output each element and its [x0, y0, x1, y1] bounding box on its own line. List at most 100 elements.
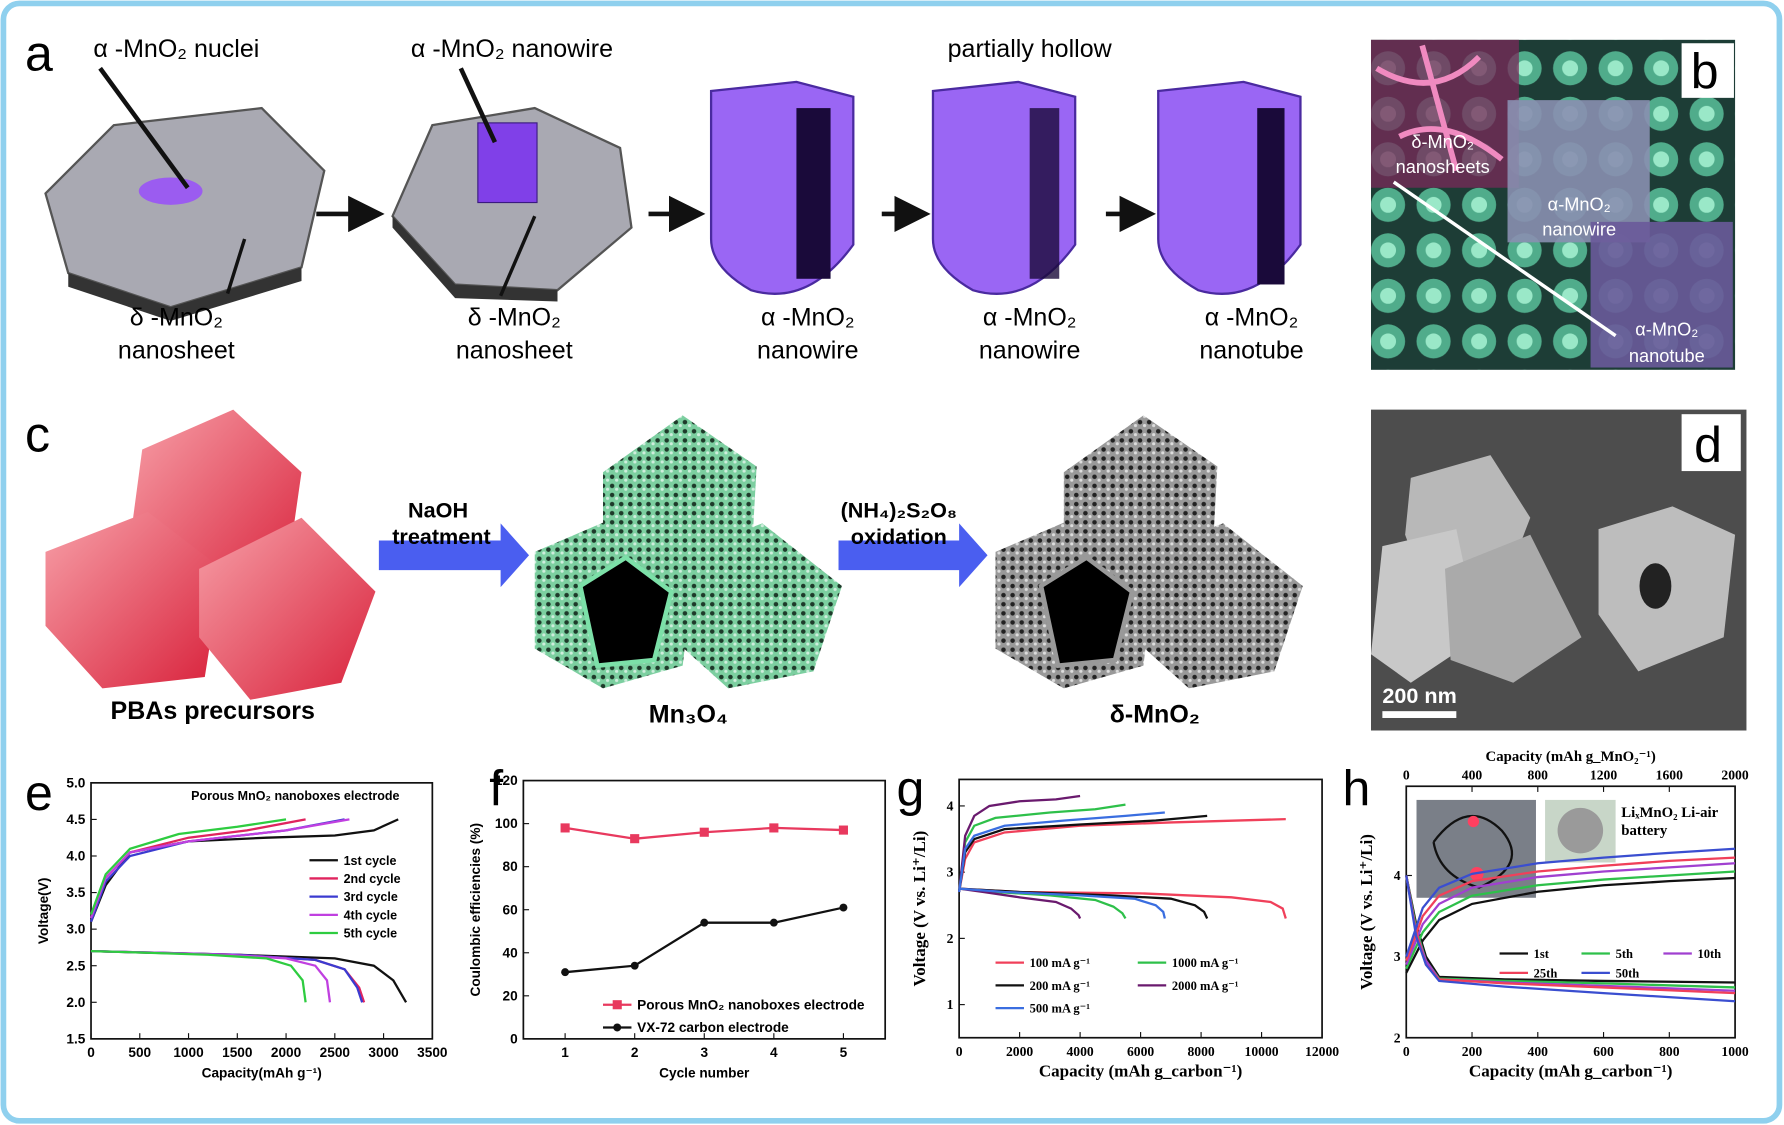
- x-tick-label: 3000: [368, 1045, 399, 1060]
- cell: [1557, 807, 1604, 854]
- legend-label: 10th: [1698, 947, 1722, 961]
- legend-label: 1000 mA g⁻¹: [1172, 956, 1239, 970]
- x-tick-label: 1: [561, 1045, 569, 1060]
- callout: [225, 238, 247, 295]
- legend-label: 1st: [1534, 947, 1550, 961]
- x-tick-label: 0: [87, 1045, 95, 1060]
- y-tick-label: 1: [947, 997, 954, 1012]
- marker: [560, 823, 570, 833]
- label: nanowire: [979, 336, 1081, 364]
- label: nanotube: [1629, 346, 1705, 366]
- series-line: [958, 818, 1287, 919]
- marker: [630, 834, 640, 844]
- series-line: [1405, 847, 1736, 1003]
- legend-label: VX-72 carbon electrode: [637, 1020, 789, 1035]
- label: α -MnO₂: [761, 303, 855, 331]
- marker: [699, 827, 709, 837]
- x2-axis-label: Capacity (mAh g_MnO₂⁻¹): [1486, 749, 1656, 765]
- label: α -MnO₂: [1205, 303, 1299, 331]
- marker: [769, 823, 779, 833]
- legend-label: 100 mA g⁻¹: [1030, 956, 1091, 970]
- hollow: [577, 554, 674, 669]
- y-tick-label: 3: [1394, 949, 1401, 964]
- hole: [1639, 563, 1672, 609]
- core: [796, 108, 831, 279]
- plot-frame: [958, 778, 1323, 1039]
- callout: [499, 215, 537, 297]
- legend-label: 2nd cycle: [344, 872, 401, 886]
- series-line: [958, 814, 1209, 919]
- inset-text: battery: [1621, 823, 1668, 839]
- label: δ-MnO₂: [1411, 132, 1474, 152]
- x-axis-label: Capacity(mAh g⁻¹): [202, 1066, 322, 1081]
- label: δ -MnO₂: [130, 303, 223, 331]
- legend-label: 25th: [1534, 966, 1558, 980]
- inset: [1370, 39, 1519, 188]
- label: Mn₃O₄: [649, 701, 728, 729]
- x2-tick-label: 2000: [1721, 767, 1748, 782]
- label: nanotube: [1199, 336, 1303, 364]
- panel-label: c: [25, 407, 50, 463]
- legend-label: 200 mA g⁻¹: [1030, 979, 1091, 993]
- y-tick-label: 20: [502, 988, 518, 1003]
- label: α -MnO₂ nuclei: [93, 35, 259, 63]
- x-tick-label: 10000: [1245, 1044, 1279, 1059]
- series-line: [957, 794, 1082, 919]
- y-tick-label: 40: [502, 945, 518, 960]
- callout: [98, 66, 190, 190]
- panel-label: b: [1691, 44, 1719, 100]
- x-tick-label: 200: [1462, 1044, 1483, 1059]
- legend-label: 5th cycle: [344, 927, 398, 941]
- panel-a: a α -MnO₂ nuclei α -MnO₂ nanowire partia…: [25, 26, 1304, 365]
- marker: [561, 968, 570, 977]
- y-tick-label: 3.0: [66, 922, 85, 937]
- label: nanosheets: [1396, 157, 1490, 177]
- x-tick-label: 800: [1659, 1044, 1680, 1059]
- arrow-label: oxidation: [851, 524, 947, 549]
- scale-label: 200 nm: [1382, 683, 1456, 708]
- cube: [1444, 534, 1582, 683]
- panel-label: e: [25, 765, 53, 821]
- panel-d: d 200 nm: [1370, 409, 1747, 731]
- cluster: [671, 523, 842, 689]
- cube: [45, 512, 222, 689]
- marker: [769, 918, 778, 927]
- inset: [1590, 221, 1733, 368]
- panel-label: f: [489, 761, 503, 817]
- y-tick-label: 4.0: [66, 849, 85, 864]
- cube: [199, 517, 376, 700]
- hollow: [1038, 554, 1135, 669]
- panel-label: a: [25, 26, 53, 82]
- x-tick-label: 2: [631, 1045, 639, 1060]
- marker: [630, 961, 639, 970]
- sheet-edge: [68, 267, 302, 321]
- panel-label: g: [897, 761, 925, 817]
- network: [1375, 44, 1504, 172]
- label: partially hollow: [948, 35, 1113, 63]
- legend-label: 5th: [1616, 947, 1633, 961]
- label: nanosheet: [118, 336, 235, 364]
- inset: [1507, 100, 1650, 243]
- core: [1029, 108, 1060, 279]
- arrow-label: NaOH: [408, 498, 468, 523]
- legend-label: 50th: [1616, 966, 1640, 980]
- x2-tick-label: 1200: [1590, 767, 1617, 782]
- legend-label: 4th cycle: [344, 908, 398, 922]
- label: PBAs precursors: [111, 697, 315, 725]
- x-tick-label: 2000: [1006, 1044, 1033, 1059]
- label: α -MnO₂: [983, 303, 1077, 331]
- y-tick-label: 2: [947, 931, 954, 946]
- label: α -MnO₂ nanowire: [411, 35, 613, 63]
- plot-frame: [90, 781, 434, 1040]
- x2-tick-label: 1600: [1656, 767, 1683, 782]
- x-tick-label: 3500: [417, 1045, 448, 1060]
- x2-tick-label: 800: [1528, 767, 1549, 782]
- scale-bar: [1382, 711, 1457, 718]
- y-tick-label: 2.5: [66, 958, 85, 973]
- x-tick-label: 1500: [222, 1045, 253, 1060]
- chart-title: Porous MnO₂ nanoboxes electrode: [191, 789, 399, 803]
- x-tick-label: 4: [770, 1045, 778, 1060]
- y-tick-label: 120: [495, 773, 518, 788]
- inset-text: LiₓMnO₂ Li-air: [1621, 805, 1718, 821]
